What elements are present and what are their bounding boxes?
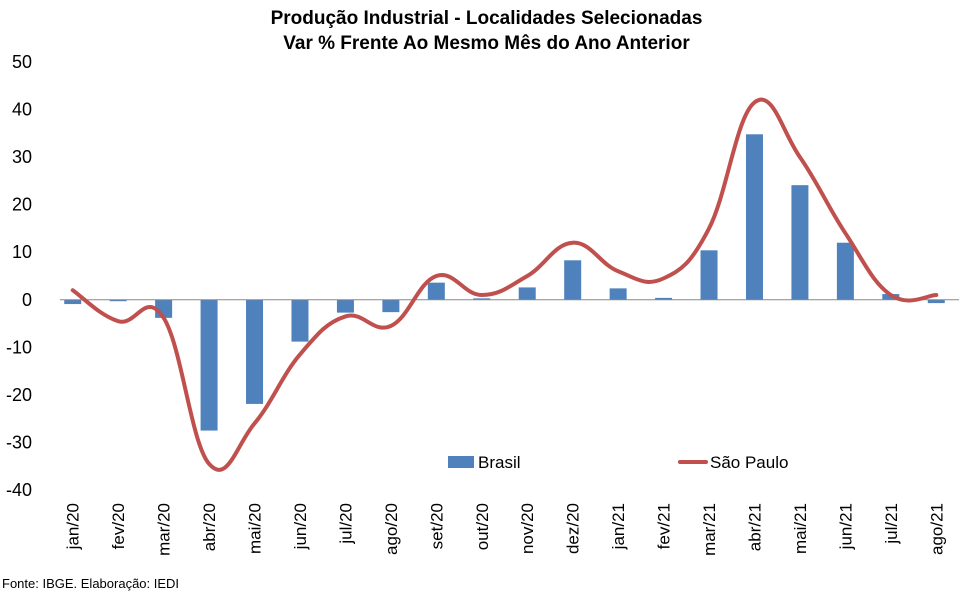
chart-title: Produção Industrial - Localidades Seleci… [0,6,959,56]
bar-brasil-ago-21 [927,299,945,304]
y-tick-label: -30 [6,432,32,452]
y-tick-label: 40 [12,100,32,120]
y-tick-label: 50 [12,52,32,72]
bar-brasil-nov-20 [518,287,536,300]
bar-brasil-jun-21 [836,242,854,300]
bar-brasil-fev-20 [109,299,127,302]
chart-title-line-2: Var % Frente Ao Mesmo Mês do Ano Anterio… [283,33,690,54]
bar-brasil-jan-20 [64,299,82,305]
x-tick-label: fev/20 [109,503,128,549]
chart-title-line-1: Produção Industrial - Localidades Seleci… [270,8,703,29]
bar-brasil-set-20 [427,282,445,300]
y-tick-label: -10 [6,337,32,357]
x-tick-label: jan/20 [64,503,83,550]
y-tick-label: 10 [12,242,32,262]
legend-label-sao-paulo: São Paulo [710,453,788,472]
bar-brasil-ago-20 [382,299,400,313]
y-tick-label: 20 [12,195,32,215]
x-tick-label: set/20 [427,503,446,549]
y-tick-label: -40 [6,480,32,500]
bar-brasil-jan-21 [609,288,627,300]
bar-brasil-mai-21 [791,185,809,300]
x-tick-label: abr/21 [745,503,764,551]
x-tick-label: mai/20 [246,503,265,554]
legend-label-brasil: Brasil [478,453,521,472]
bar-brasil-jul-20 [336,299,354,313]
bar-brasil-abr-20 [200,299,218,431]
bar-brasil-mai-20 [246,299,264,404]
source-note: Fonte: IBGE. Elaboração: IEDI [2,576,180,591]
y-tick-label: 0 [22,290,32,310]
x-tick-label: ago/20 [382,503,401,555]
x-tick-label: ago/21 [927,503,946,555]
x-tick-label: mar/20 [155,503,174,556]
legend-swatch-brasil [448,456,474,468]
x-tick-label: jun/21 [836,503,855,550]
x-tick-label: abr/20 [200,503,219,551]
y-axis-ticks: 50 40 30 20 10 0 -10 -20 -30 -40 [6,52,32,500]
x-axis-ticks: jan/20 fev/20 mar/20 abr/20 mai/20 jun/20 jul/… [64,503,947,556]
x-tick-label: dez/20 [564,503,583,554]
line-sao-paulo [70,97,939,472]
bar-brasil-fev-21 [655,297,673,300]
y-tick-label: -20 [6,385,32,405]
bar-brasil-dez-20 [564,260,582,300]
legend: Brasil São Paulo [448,453,788,472]
bar-brasil-abr-21 [745,134,763,300]
bar-brasil-jun-20 [291,299,309,342]
x-tick-label: jan/21 [609,503,628,550]
x-tick-label: jul/21 [882,503,901,545]
bars-brasil [64,134,945,431]
bar-brasil-out-20 [473,298,491,300]
y-tick-label: 30 [12,147,32,167]
x-tick-label: jul/20 [336,503,355,545]
bar-brasil-mar-21 [700,250,718,300]
x-tick-label: fev/21 [655,503,674,549]
x-tick-label: mai/21 [791,503,810,554]
x-tick-label: jun/20 [291,503,310,550]
x-tick-label: nov/20 [518,503,537,554]
x-tick-label: mar/21 [700,503,719,556]
x-tick-label: out/20 [473,503,492,550]
